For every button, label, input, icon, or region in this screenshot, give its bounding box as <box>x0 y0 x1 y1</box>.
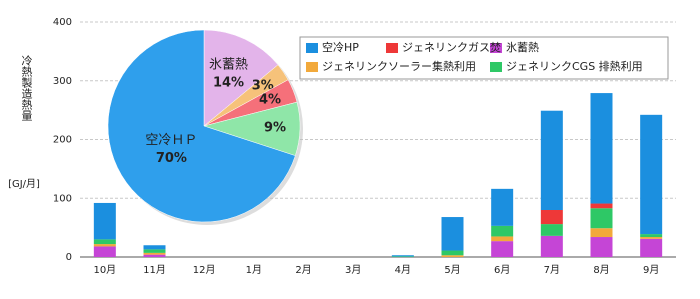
bar-segment <box>143 249 166 253</box>
x-tick-label: 1月 <box>246 264 262 276</box>
bar-segment <box>491 188 514 226</box>
bar-segment <box>93 202 116 240</box>
pie-value-label: 70% <box>156 151 187 166</box>
y-tick-label: 0 <box>66 252 72 263</box>
pie-value-label: 4% <box>259 92 281 107</box>
legend-label: 空冷HP <box>322 40 359 54</box>
bar-segment <box>491 225 514 237</box>
bar-segment <box>640 237 663 239</box>
x-tick-label: 10月 <box>93 264 116 276</box>
pie-value-label: 14% <box>213 75 244 90</box>
x-tick-label: 8月 <box>593 264 609 276</box>
x-tick-label: 4月 <box>395 264 411 276</box>
legend-swatch <box>306 62 318 72</box>
y-tick-label: 100 <box>53 193 72 204</box>
legend-label: 氷蓄熱 <box>506 41 539 54</box>
x-tick-label: 3月 <box>345 264 361 276</box>
bar-segment <box>590 208 613 229</box>
bar-segment <box>93 246 116 257</box>
bar-segment <box>143 252 166 255</box>
bar-segment <box>540 210 563 225</box>
bar-segment <box>590 237 613 257</box>
x-tick-label: 7月 <box>544 264 560 276</box>
x-tick-label: 12月 <box>193 264 216 276</box>
x-tick-label: 5月 <box>444 264 460 276</box>
legend-swatch <box>490 62 502 72</box>
bar-segment <box>540 235 563 257</box>
bar-segment <box>590 228 613 238</box>
x-tick-label: 6月 <box>494 264 510 276</box>
bar-segment <box>441 255 464 257</box>
bar-segment <box>441 250 464 256</box>
legend-label: ジェネリンクガス焚 <box>402 41 501 54</box>
pie-label: 空冷ＨＰ <box>145 133 197 148</box>
y-tick-label: 200 <box>53 135 72 146</box>
y-tick-label: 300 <box>53 76 72 87</box>
legend-label: ジェネリンクCGS 排熱利用 <box>506 59 643 73</box>
bar-segment <box>143 245 166 250</box>
bar-segment <box>391 255 414 257</box>
bar-segment <box>640 234 663 238</box>
bar-segment <box>441 217 464 251</box>
bar-segment <box>590 93 613 204</box>
legend-swatch <box>490 43 502 53</box>
bar-segment <box>640 114 663 235</box>
y-axis-unit: [GJ/月] <box>8 178 40 190</box>
bar-segment <box>491 236 514 242</box>
pie-slice <box>203 29 279 127</box>
legend-label: ジェネリンクソーラー集熱利用 <box>322 59 476 73</box>
y-tick-label: 400 <box>53 17 72 28</box>
x-tick-label: 2月 <box>295 264 311 276</box>
bar-segment <box>391 256 414 257</box>
legend-box <box>299 36 669 80</box>
x-tick-label: 9月 <box>643 264 659 276</box>
bar-segment <box>93 244 116 247</box>
y-axis-label: 冷熱製造熱量 <box>20 55 33 121</box>
bar-segment <box>143 254 166 257</box>
bar-segment <box>93 239 116 245</box>
bar-segment <box>491 241 514 257</box>
bar-segment <box>540 110 563 210</box>
bar-segment <box>640 238 663 257</box>
x-tick-label: 11月 <box>143 264 166 276</box>
legend-swatch <box>386 43 398 53</box>
pie-slice <box>107 29 296 223</box>
pie-label: 氷蓄熱 <box>209 57 248 72</box>
pie-value-label: 3% <box>252 79 274 94</box>
bar-segment <box>590 203 613 209</box>
pie-value-label: 9% <box>264 121 286 136</box>
bar-segment <box>540 224 563 236</box>
legend-swatch <box>306 43 318 53</box>
